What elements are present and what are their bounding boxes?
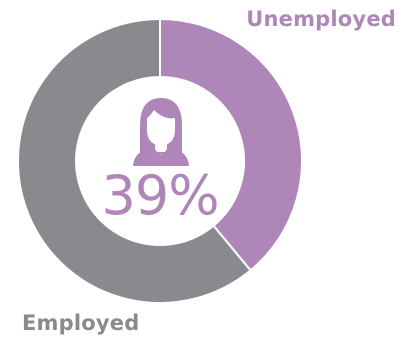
slice-group <box>17 17 303 304</box>
slice-employed <box>17 17 252 304</box>
slice-label-unemployed: Unemployed <box>246 7 396 31</box>
woman-icon <box>133 98 189 166</box>
center-percent-label: 39% <box>101 164 219 227</box>
slice-unemployed <box>159 17 303 272</box>
slice-label-employed: Employed <box>22 311 140 335</box>
